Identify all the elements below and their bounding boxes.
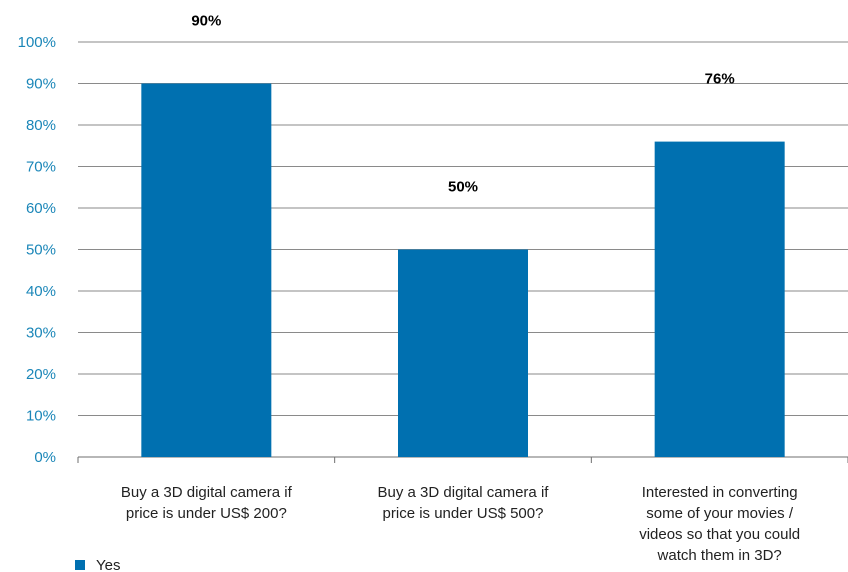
x-category-label: Buy a 3D digital camera if [121, 484, 293, 501]
y-tick-label: 30% [26, 325, 56, 342]
x-category-label: watch them in 3D? [657, 547, 782, 564]
bar-1 [398, 249, 528, 457]
data-label: 50% [448, 179, 478, 196]
y-tick-label: 40% [26, 283, 56, 300]
data-label: 90% [191, 13, 221, 30]
x-category-label: some of your movies / [646, 505, 794, 522]
bar-0 [141, 83, 272, 457]
y-tick-label: 0% [34, 449, 56, 466]
legend-swatch [75, 560, 85, 570]
y-tick-label: 100% [18, 34, 56, 51]
x-category-label: Interested in converting [642, 484, 798, 501]
x-category-label: Buy a 3D digital camera if [378, 484, 550, 501]
y-tick-label: 80% [26, 117, 56, 134]
bar-2 [654, 141, 785, 457]
y-tick-label: 60% [26, 200, 56, 217]
y-tick-label: 70% [26, 159, 56, 176]
x-category-label: price is under US$ 200? [126, 505, 287, 522]
y-tick-label: 20% [26, 366, 56, 383]
y-tick-label: 90% [26, 76, 56, 93]
data-label: 76% [705, 71, 735, 88]
x-category-label: videos so that you could [639, 526, 800, 543]
y-tick-label: 10% [26, 408, 56, 425]
x-category-label: price is under US$ 500? [383, 505, 544, 522]
y-tick-label: 50% [26, 242, 56, 259]
legend-label: Yes [96, 557, 120, 572]
